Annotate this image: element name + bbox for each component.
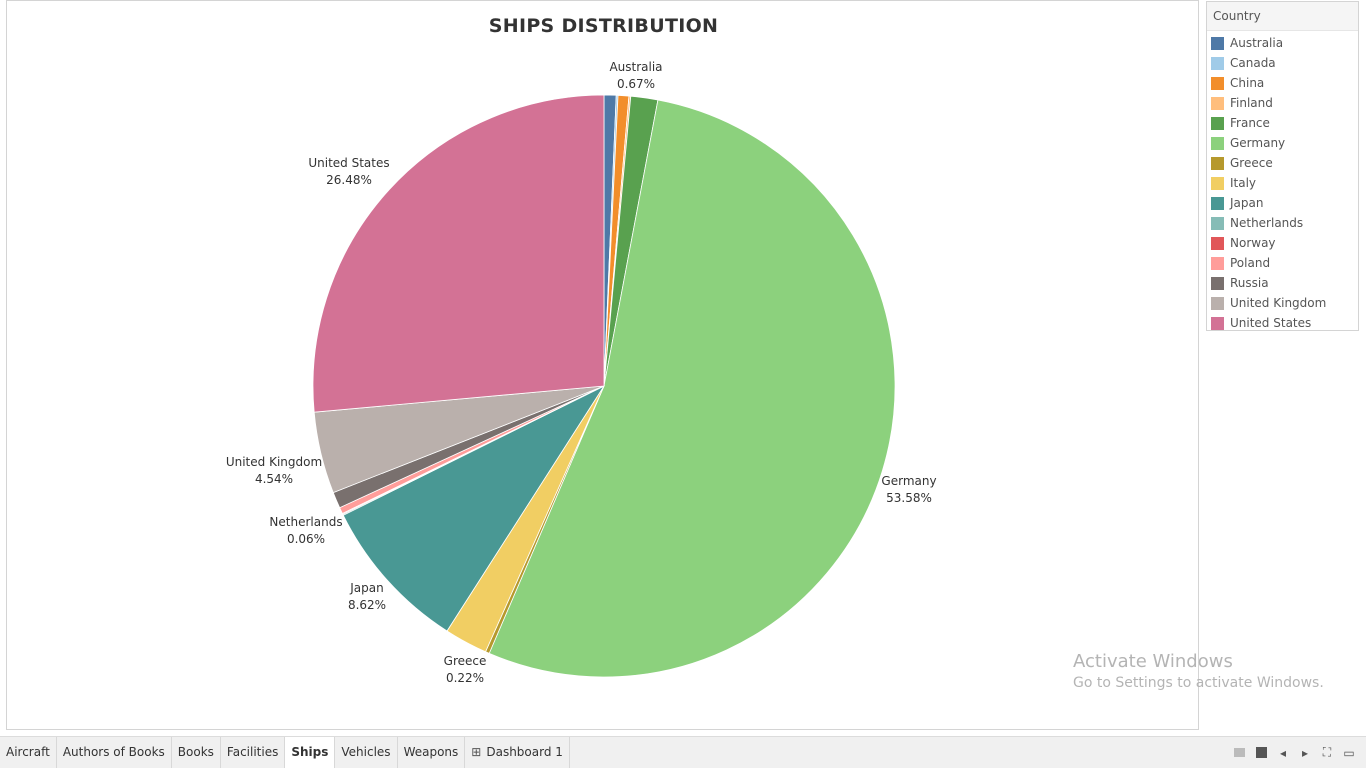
slice-value-netherlands: 0.06% [287, 532, 325, 546]
legend-title: Country [1207, 2, 1358, 31]
legend-item[interactable]: United Kingdom [1207, 293, 1358, 313]
filmstrip-icon[interactable] [1250, 742, 1272, 764]
pie-slice-japan[interactable] [342, 385, 606, 632]
legend-swatch [1211, 76, 1224, 90]
chart-title: SHIPS DISTRIBUTION [488, 15, 719, 37]
legend-swatch [1211, 56, 1224, 70]
pie-slice-germany[interactable] [488, 99, 896, 678]
slice-value-germany: 53.58% [886, 491, 932, 505]
legend-item-label: Canada [1230, 56, 1276, 70]
legend-swatch [1211, 36, 1224, 50]
activate-windows-watermark: Activate Windows Go to Settings to activ… [1073, 651, 1324, 691]
legend-swatch [1211, 216, 1224, 230]
slice-label-germany: Germany [881, 474, 936, 488]
country-legend: Country Australia Canada China Finland F… [1206, 1, 1359, 331]
tab-facilities[interactable]: Facilities [221, 737, 286, 768]
slice-value-greece: 0.22% [446, 671, 484, 685]
tab-weapons[interactable]: Weapons [398, 737, 466, 768]
slice-label-greece: Greece [444, 654, 487, 668]
legend-swatch [1211, 296, 1224, 310]
legend-item-label: Japan [1230, 196, 1264, 210]
legend-item[interactable]: Poland [1207, 253, 1358, 273]
tab-dashboard-1-label: Dashboard 1 [486, 745, 563, 759]
slice-label-japan: Japan [349, 581, 383, 595]
legend-swatch [1211, 276, 1224, 290]
slice-label-netherlands: Netherlands [269, 515, 342, 529]
legend-item-label: Finland [1230, 96, 1273, 110]
dashboard-grid-icon: ⊞ [471, 745, 482, 759]
pie-slice-united-states[interactable] [312, 94, 605, 413]
legend-swatch [1211, 156, 1224, 170]
legend-item[interactable]: France [1207, 113, 1358, 133]
legend-item-label: Italy [1230, 176, 1257, 190]
legend-item-label: United States [1230, 316, 1312, 330]
watermark-subtitle: Go to Settings to activate Windows. [1073, 675, 1324, 691]
slice-value-australia: 0.67% [617, 77, 655, 91]
legend-item[interactable]: Japan [1207, 193, 1358, 213]
slice-label-united-kingdom: United Kingdom [226, 455, 322, 469]
legend-item[interactable]: Germany [1207, 133, 1358, 153]
legend-item[interactable]: Italy [1207, 173, 1358, 193]
tab-authors-of-books[interactable]: Authors of Books [57, 737, 172, 768]
legend-item-label: France [1230, 116, 1270, 130]
legend-item[interactable]: China [1207, 73, 1358, 93]
legend-item[interactable]: Finland [1207, 93, 1358, 113]
fit-screen-icon[interactable]: ⛶ [1322, 745, 1332, 759]
legend-item-label: Poland [1230, 256, 1271, 270]
legend-item-label: United Kingdom [1230, 296, 1327, 310]
legend-items: Australia Canada China Finland France Ge… [1207, 31, 1358, 333]
legend-item[interactable]: Canada [1207, 53, 1358, 73]
sheet-tabs: Aircraft Authors of Books Books Faciliti… [0, 737, 570, 768]
slice-label-united-states: United States [308, 156, 389, 170]
legend-swatch [1211, 256, 1224, 270]
legend-item-label: Russia [1230, 276, 1269, 290]
next-sheet-icon[interactable]: ▸ [1301, 745, 1309, 760]
presentation-mode-icon[interactable]: ▭ [1343, 745, 1355, 760]
sheet-tab-bar: Aircraft Authors of Books Books Faciliti… [0, 736, 1366, 768]
previous-sheet-icon[interactable]: ◂ [1279, 745, 1287, 760]
slice-value-japan: 8.62% [348, 598, 386, 612]
legend-swatch [1211, 236, 1224, 250]
legend-swatch [1211, 176, 1224, 190]
legend-item[interactable]: United States [1207, 313, 1358, 333]
legend-item-label: Greece [1230, 156, 1273, 170]
slice-label-australia: Australia [609, 60, 662, 74]
tab-ships[interactable]: Ships [285, 737, 336, 768]
slice-value-united-states: 26.48% [326, 173, 372, 187]
legend-item-label: Australia [1230, 36, 1284, 50]
watermark-title: Activate Windows [1073, 651, 1233, 672]
legend-swatch [1211, 116, 1224, 130]
legend-swatch [1211, 316, 1224, 330]
legend-item[interactable]: Norway [1207, 233, 1358, 253]
tab-aircraft[interactable]: Aircraft [0, 737, 57, 768]
pie-chart: Australia 0.67% Germany 53.58% Greece 0.22% Ja… [226, 60, 937, 685]
legend-swatch [1211, 96, 1224, 110]
sheet-nav-controls: ◂ ▸ ⛶ ▭ [1228, 737, 1360, 768]
legend-item[interactable]: Greece [1207, 153, 1358, 173]
legend-item-label: Norway [1230, 236, 1276, 250]
tab-books[interactable]: Books [172, 737, 221, 768]
tab-dashboard-1[interactable]: ⊞ Dashboard 1 [465, 737, 570, 768]
legend-item[interactable]: Russia [1207, 273, 1358, 293]
legend-swatch [1211, 196, 1224, 210]
legend-item-label: China [1230, 76, 1265, 90]
legend-item-label: Germany [1230, 136, 1286, 150]
worksheet-view: SHIPS DISTRIBUTION Australia 0.67% Germany… [6, 0, 1199, 730]
legend-item-label: Netherlands [1230, 216, 1304, 230]
legend-item[interactable]: Australia [1207, 33, 1358, 53]
tab-vehicles[interactable]: Vehicles [335, 737, 398, 768]
legend-item[interactable]: Netherlands [1207, 213, 1358, 233]
legend-swatch [1211, 136, 1224, 150]
slice-value-united-kingdom: 4.54% [255, 472, 293, 486]
sheet-sorter-icon[interactable] [1228, 742, 1250, 764]
